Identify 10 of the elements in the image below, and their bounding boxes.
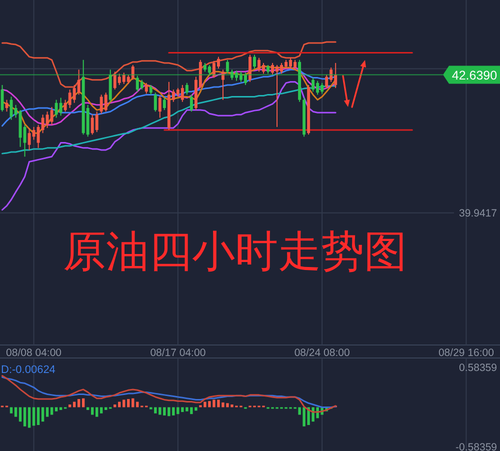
y-tick-label: 0.58359 <box>459 362 497 374</box>
x-tick-label: 08/08 04:00 <box>6 347 62 359</box>
y-tick-label: -0.58359 <box>456 442 497 451</box>
x-tick-label: 08/17 04:00 <box>150 347 206 359</box>
x-tick-label: 08/29 16:00 <box>438 347 494 359</box>
y-tick-label: 42.6390 <box>452 68 498 82</box>
annotation: D:-0.00624 <box>1 364 56 376</box>
y-tick-label: 39.9417 <box>459 207 497 220</box>
x-tick-label: 08/24 08:00 <box>294 347 350 359</box>
title: 原油四小时走势图 <box>63 228 407 276</box>
